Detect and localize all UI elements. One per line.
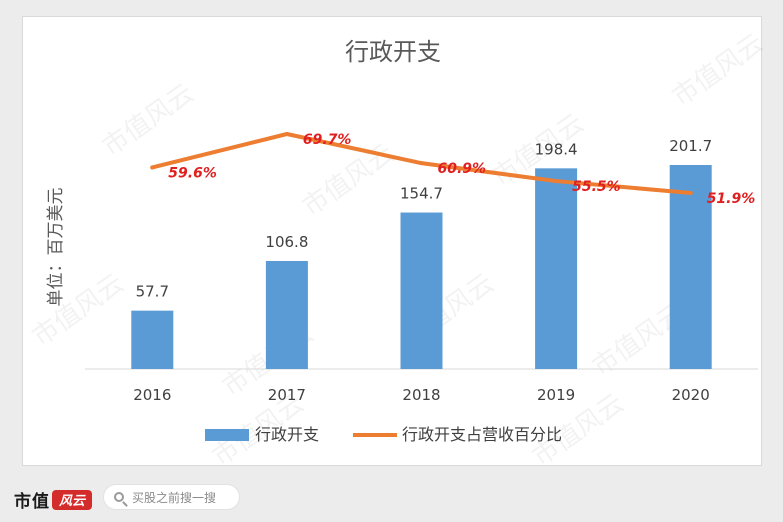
legend-label-bar: 行政开支 — [255, 425, 319, 444]
x-tick-label: 2020 — [672, 386, 710, 404]
watermark-text: 市值风云 — [667, 28, 763, 112]
watermark-text: 市值风云 — [297, 138, 399, 222]
x-tick-labels: 2016 2017 2018 2019 2020 — [133, 386, 710, 404]
logo-mark: 风云 — [52, 489, 92, 510]
search-input[interactable]: 买股之前搜一搜 — [103, 484, 240, 510]
bar-2017 — [265, 260, 308, 369]
chart-svg: 市值风云市值风云市值风云市值风云市值风云市值风云市值风云市值风云市值风云市值风云… — [27, 28, 763, 467]
line-value-label: 55.5% — [572, 179, 621, 195]
x-tick-label: 2016 — [133, 386, 171, 404]
bar-2018 — [400, 212, 443, 369]
search-icon — [114, 492, 124, 502]
y-axis-label: 单位：百万美元 — [46, 188, 66, 307]
x-tick-label: 2018 — [402, 386, 440, 404]
line-value-label: 51.9% — [707, 191, 756, 207]
x-tick-label: 2019 — [537, 386, 575, 404]
line-point — [554, 179, 559, 184]
logo-text: 市值 — [14, 492, 50, 512]
bar-series — [131, 165, 712, 369]
bar-value-label: 106.8 — [265, 233, 308, 251]
line-value-label: 69.7% — [303, 132, 352, 148]
line-point — [688, 191, 693, 195]
search-placeholder: 买股之前搜一搜 — [132, 490, 217, 505]
bar-value-label: 154.7 — [400, 185, 443, 203]
line-value-label: 59.6% — [168, 165, 217, 181]
brand-logo[interactable]: 市值 风云 — [14, 487, 92, 512]
bar-2020 — [669, 165, 712, 369]
line-point — [284, 132, 289, 136]
bar-value-labels: 57.7 106.8 154.7 198.4 201.7 — [136, 137, 713, 301]
bar-2019 — [535, 168, 578, 369]
line-value-label: 60.9% — [438, 161, 487, 177]
line-series: 59.6% 69.7% 60.9% 55.5% 51.9% — [150, 132, 755, 207]
line-point — [150, 165, 155, 170]
bar-value-label: 198.4 — [535, 140, 578, 158]
bar-2016 — [131, 310, 174, 369]
footer-bar: 市值 风云 买股之前搜一搜 — [0, 478, 783, 522]
watermark-text: 市值风云 — [97, 78, 199, 162]
x-tick-label: 2017 — [268, 386, 306, 404]
legend: 行政开支 行政开支占营收百分比 — [205, 425, 562, 444]
bar-value-label: 201.7 — [669, 137, 712, 155]
line-point — [419, 161, 424, 166]
legend-label-line: 行政开支占营收百分比 — [402, 425, 562, 444]
watermark-text: 市值风云 — [27, 268, 129, 352]
legend-swatch-bar — [205, 429, 249, 441]
bar-value-label: 57.7 — [136, 283, 169, 301]
chart-card: 市值风云市值风云市值风云市值风云市值风云市值风云市值风云市值风云市值风云市值风云… — [22, 16, 763, 467]
chart-title: 行政开支 — [345, 38, 441, 66]
